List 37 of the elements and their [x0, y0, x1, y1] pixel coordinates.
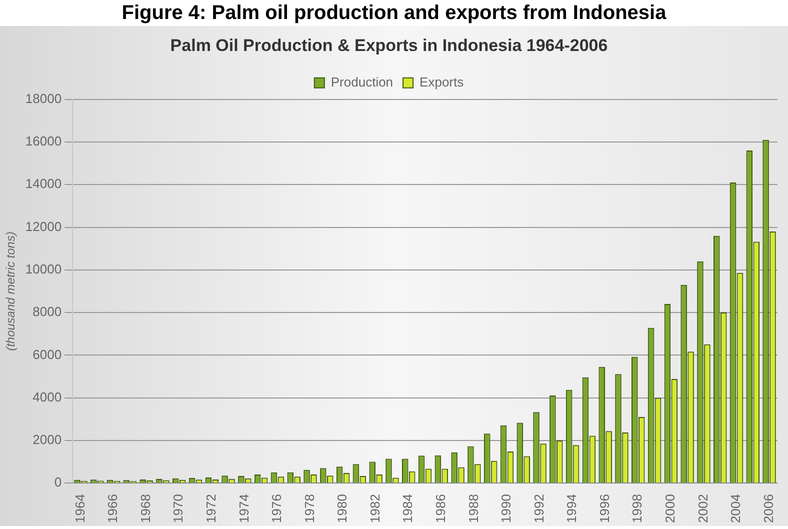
y-tick-label: 2000: [32, 432, 62, 448]
x-tick-label: 1980: [334, 494, 350, 523]
x-tick-label: 2000: [662, 494, 678, 523]
y-tick-label: 10000: [25, 262, 62, 277]
x-tick-label: 1990: [498, 494, 514, 523]
x-tick-label: 1966: [105, 494, 120, 523]
x-tick-label: 2006: [760, 494, 776, 523]
x-tick-label: 1978: [302, 494, 317, 523]
y-tick-label: 8000: [32, 304, 62, 320]
y-tick-label: 16000: [25, 134, 62, 149]
x-tick-label: 1986: [432, 494, 448, 523]
x-tick-label: 1970: [170, 494, 186, 523]
y-tick-label: 18000: [25, 90, 62, 106]
x-tick-label: 1998: [630, 494, 645, 523]
x-tick-label: 1984: [400, 494, 416, 523]
y-tick-label: 6000: [32, 346, 62, 362]
x-tick-label: 1968: [138, 494, 153, 523]
x-tick-label: 1992: [531, 494, 546, 523]
y-tick-label: 14000: [25, 176, 62, 192]
x-tick-label: 1976: [269, 494, 284, 523]
y-tick-label: 0: [54, 474, 62, 490]
legend-label: Exports: [420, 74, 464, 90]
y-tick-label: 12000: [25, 218, 62, 234]
y-tick-label: 4000: [32, 389, 62, 404]
x-tick-label: 2002: [695, 494, 710, 523]
x-tick-label: 1996: [596, 494, 612, 523]
x-tick-label: 1982: [367, 494, 382, 523]
chart-title: Palm Oil Production & Exports in Indonesia 1964-2006: [170, 36, 608, 55]
y-axis-title: (thousand metric tons): [4, 232, 18, 351]
x-tick-label: 2004: [728, 494, 744, 523]
x-tick-label: 1994: [564, 494, 580, 523]
caption: Figure 4: Palm oil production and exports from Indonesia: [120, 1, 668, 26]
x-tick-label: 1972: [203, 494, 218, 523]
x-tick-label: 1964: [72, 494, 88, 523]
legend-label: Production: [330, 74, 394, 90]
x-tick-label: 1974: [236, 494, 252, 523]
x-tick-label: 1988: [466, 494, 481, 523]
